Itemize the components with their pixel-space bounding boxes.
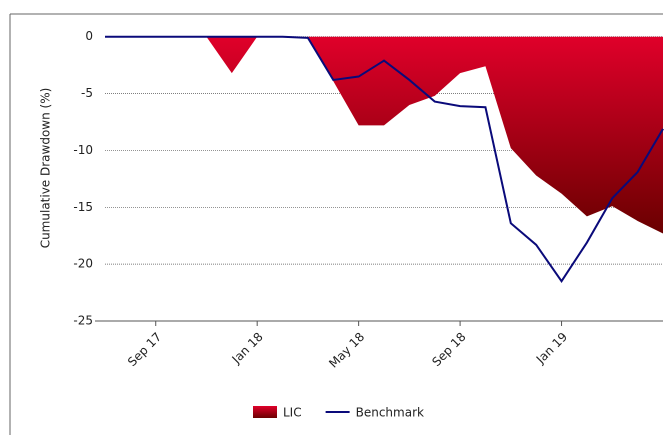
y-axis-label: Cumulative Drawdown (%) [39, 88, 53, 249]
y-tick-label: -15 [73, 200, 93, 214]
legend-label: Benchmark [356, 406, 424, 420]
x-tick-label: May 18 [326, 330, 367, 371]
legend-label: LIC [283, 406, 302, 420]
y-tick-label: -10 [73, 143, 93, 157]
x-tick-label: Jan 18 [229, 330, 266, 367]
legend-swatch [253, 406, 277, 418]
area [105, 36, 663, 234]
y-tick-label: -25 [73, 314, 93, 328]
x-tick-label: Sep 18 [429, 330, 468, 369]
y-tick-label: -20 [73, 257, 93, 271]
x-tick-label: Sep 17 [125, 330, 164, 369]
y-tick-label: 0 [85, 29, 93, 43]
y-tick-label: -5 [81, 86, 93, 100]
x-tick-label: Jan 19 [533, 330, 570, 367]
line [105, 35, 664, 283]
